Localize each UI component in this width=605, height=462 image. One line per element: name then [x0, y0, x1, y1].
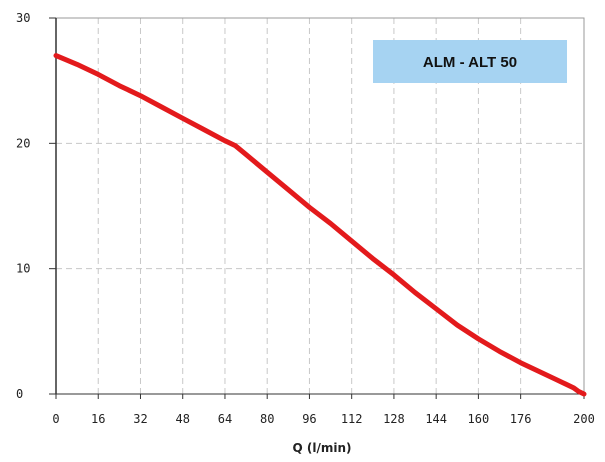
x-tick-label: 96 [302, 412, 316, 426]
x-tick-label: 144 [425, 412, 447, 426]
x-tick-label: 200 [573, 412, 595, 426]
series-line [53, 53, 587, 397]
y-tick-label: 0 [16, 387, 23, 401]
y-tick-label: 20 [16, 136, 30, 150]
x-tick-label: 48 [175, 412, 189, 426]
axis-ticks: 0 16 32 48 64 80 96 112 128 144 160 176 200 0 10 20 30 [16, 11, 595, 426]
chart-title: ALM - ALT 50 [423, 54, 517, 71]
x-axis-label: Q (l/min) [292, 441, 351, 455]
y-tick-label: 30 [16, 11, 30, 25]
y-tick-label: 10 [16, 262, 30, 276]
x-tick-label: 16 [91, 412, 105, 426]
x-tick-label: 32 [133, 412, 147, 426]
x-tick-label: 160 [468, 412, 490, 426]
series-group [53, 53, 587, 397]
x-tick-label: 112 [341, 412, 363, 426]
chart-title-badge: ALM - ALT 50 [373, 40, 567, 83]
x-tick-label: 176 [510, 412, 532, 426]
x-tick-label: 128 [383, 412, 405, 426]
x-tick-label: 64 [218, 412, 232, 426]
x-tick-label: 0 [52, 412, 59, 426]
x-tick-label: 80 [260, 412, 274, 426]
title-badge-background [373, 40, 567, 83]
